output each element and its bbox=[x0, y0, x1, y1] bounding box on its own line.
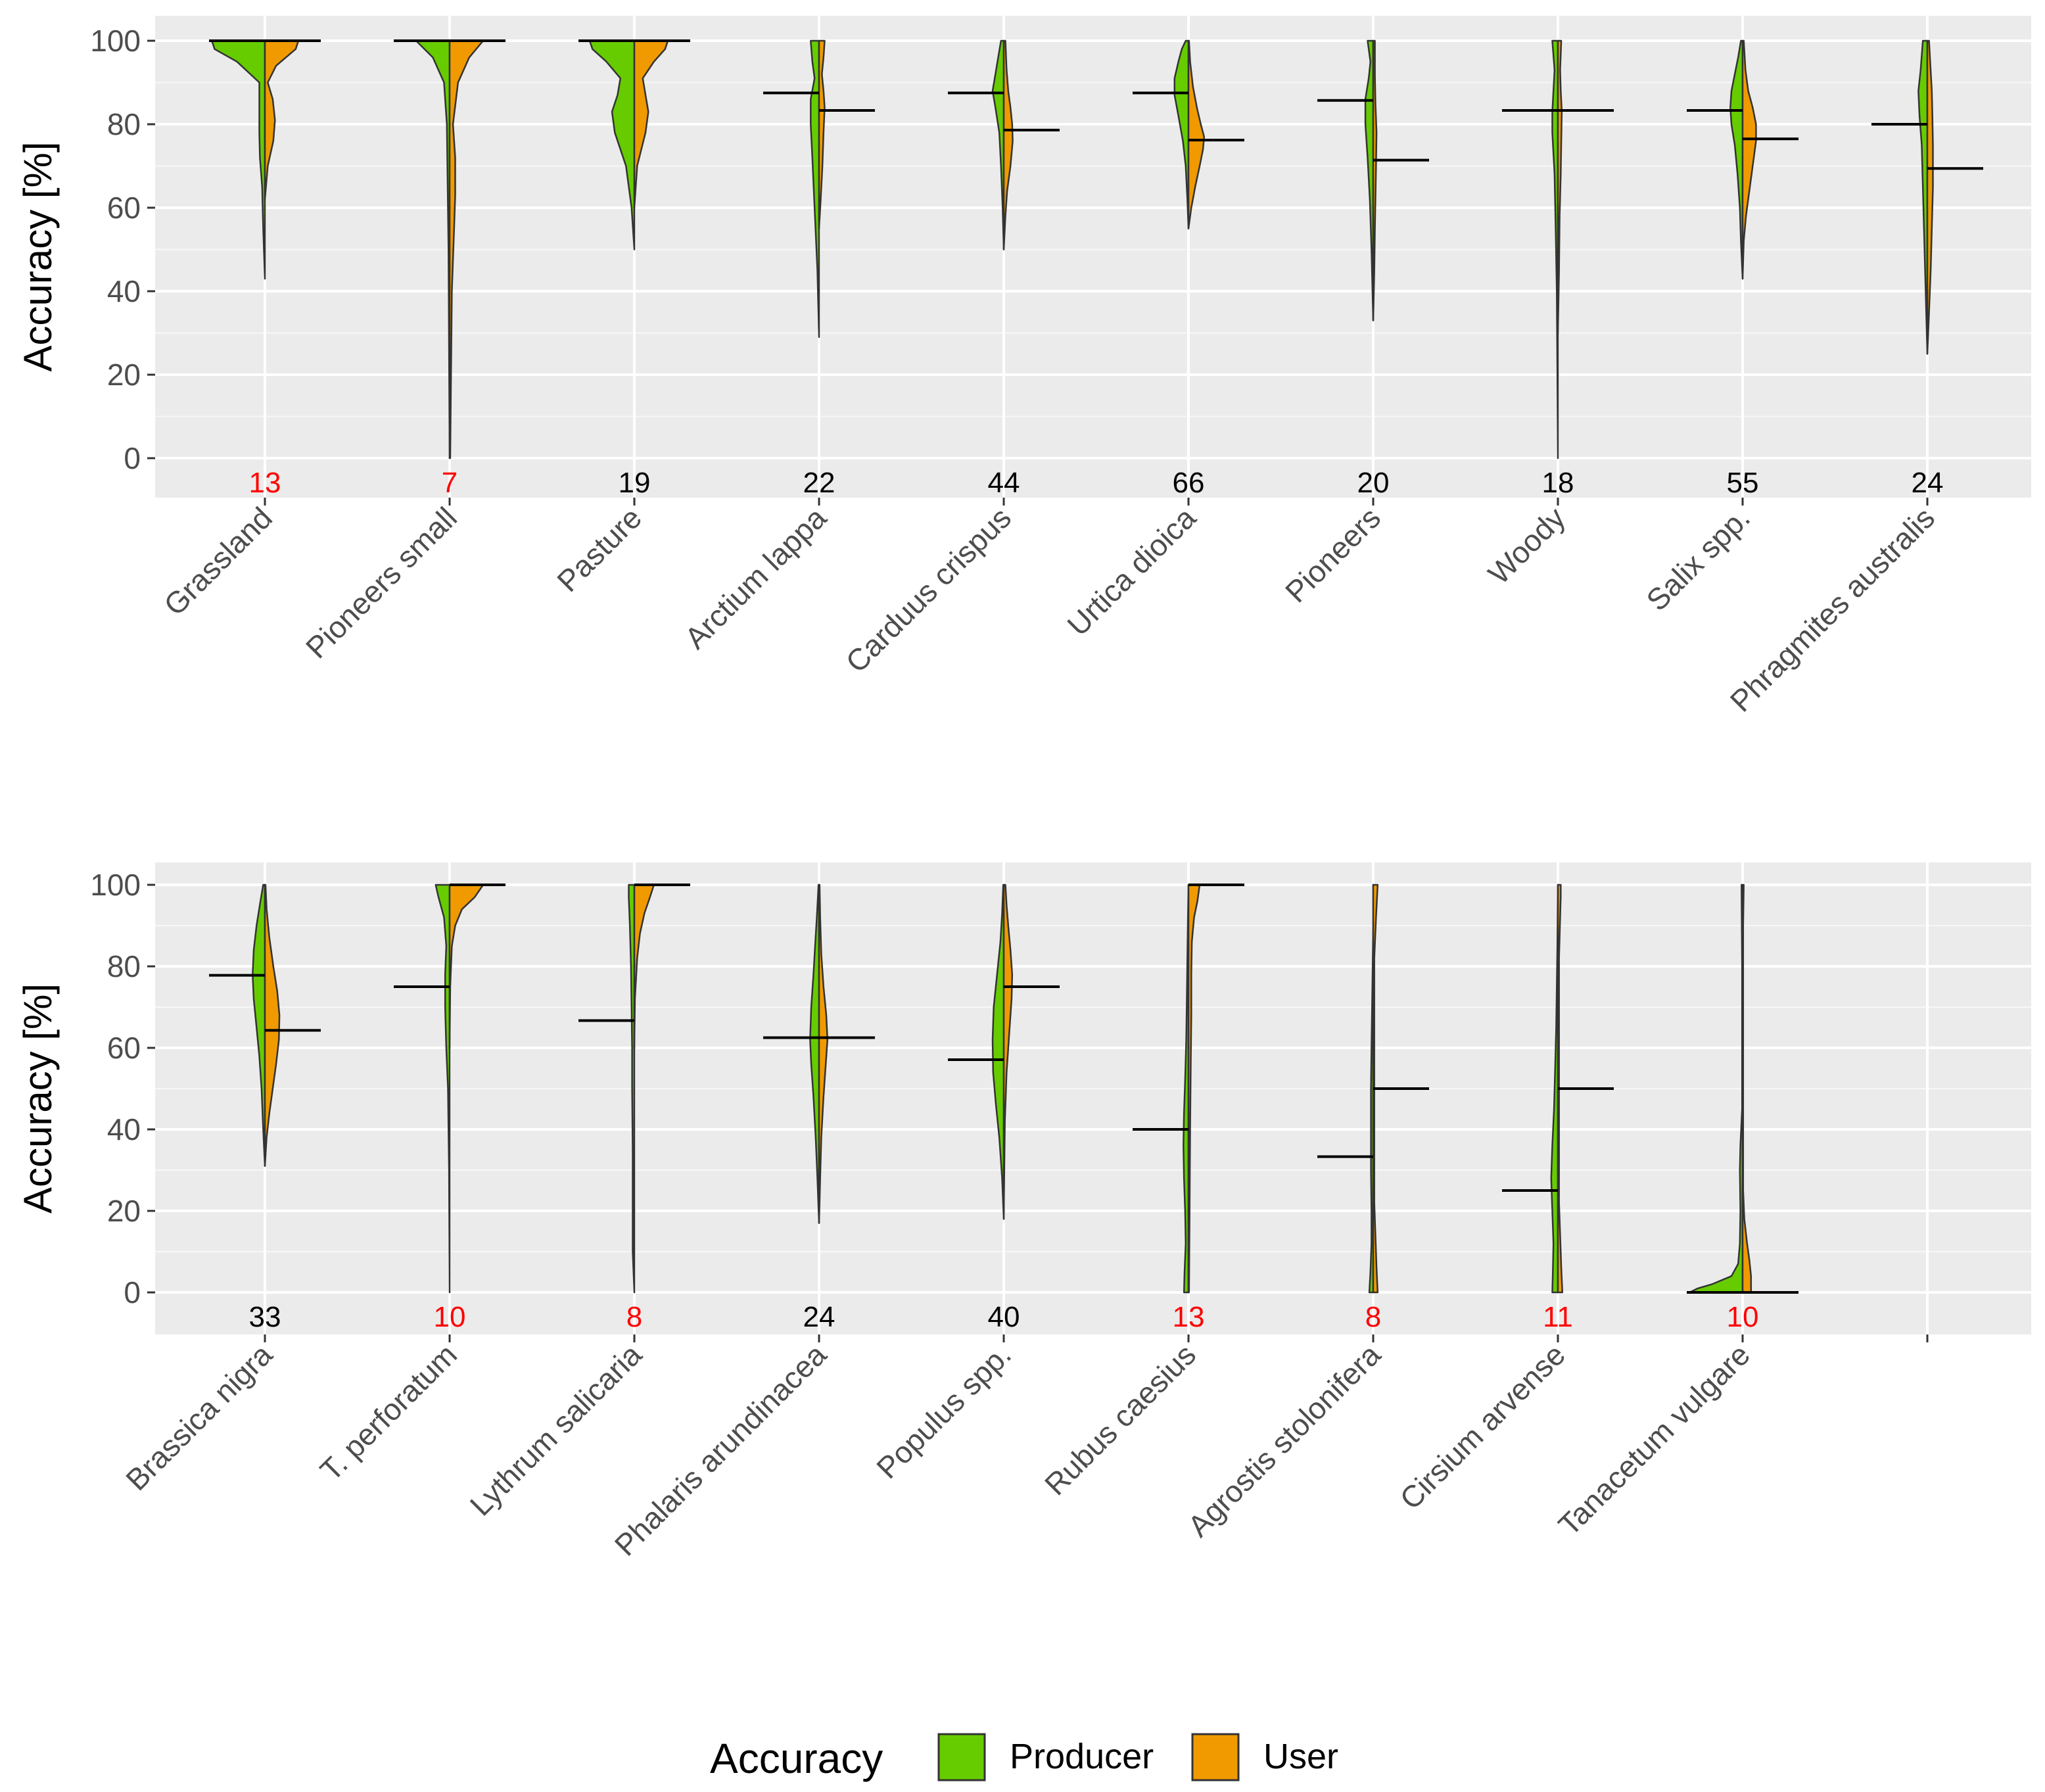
x-category-label: Phalaris arundinacea bbox=[608, 1337, 834, 1563]
x-category-label: Tanacetum vulgare bbox=[1551, 1337, 1756, 1542]
sample-count-label: 19 bbox=[619, 467, 651, 499]
y-tick-label: 100 bbox=[90, 24, 141, 58]
y-tick-label: 60 bbox=[107, 191, 141, 225]
x-category-label: Cirsium arvense bbox=[1393, 1337, 1572, 1516]
x-category-label: Pioneers bbox=[1279, 500, 1387, 609]
x-category-label: Lythrum salicaria bbox=[463, 1337, 649, 1522]
y-tick-label: 80 bbox=[107, 107, 141, 141]
legend: Accuracy Producer User bbox=[710, 1733, 1338, 1782]
x-category-label: Urtica dioica bbox=[1060, 500, 1202, 642]
sample-count-label: 11 bbox=[1543, 1301, 1573, 1333]
sample-count-label: 13 bbox=[249, 467, 281, 499]
sample-count-label: 7 bbox=[442, 467, 458, 499]
violin-user bbox=[1372, 884, 1379, 1294]
violin-producer bbox=[1173, 39, 1190, 230]
violin-producer bbox=[1729, 39, 1744, 280]
violin-producer bbox=[628, 884, 636, 1294]
x-category-label: Woody bbox=[1482, 500, 1572, 590]
violin-user bbox=[264, 884, 281, 1167]
violin-producer bbox=[810, 39, 820, 339]
violin-user bbox=[818, 884, 829, 1224]
sample-count-label: 40 bbox=[988, 1301, 1020, 1333]
x-category-label: Rubus caesius bbox=[1038, 1337, 1202, 1501]
y-tick-label: 0 bbox=[124, 441, 141, 475]
x-category-label: Carduus crispus bbox=[839, 500, 1018, 679]
sample-count-label: 24 bbox=[803, 1301, 835, 1333]
y-tick-label: 80 bbox=[107, 949, 141, 983]
y-tick-label: 0 bbox=[124, 1275, 141, 1309]
x-category-label: Phragmites australis bbox=[1724, 500, 1941, 718]
panel-background bbox=[155, 862, 2031, 1334]
violin-user bbox=[1002, 884, 1014, 1220]
sample-count-label: 55 bbox=[1727, 467, 1759, 499]
y-tick-label: 100 bbox=[90, 868, 141, 902]
x-category-label: Brassica nigra bbox=[119, 1337, 279, 1497]
sample-count-label: 22 bbox=[803, 467, 835, 499]
y-axis-title: Accuracy [%] bbox=[16, 141, 60, 371]
y-tick-label: 20 bbox=[107, 358, 141, 392]
y-axis-title: Accuracy [%] bbox=[16, 983, 60, 1214]
x-category-label: Salix spp. bbox=[1639, 500, 1756, 617]
y-tick-label: 60 bbox=[107, 1031, 141, 1065]
panel-background bbox=[155, 16, 2031, 498]
violin-user bbox=[1372, 39, 1378, 321]
sample-count-label: 18 bbox=[1542, 467, 1574, 499]
x-category-label: Pioneers small bbox=[299, 500, 463, 665]
legend-swatch-producer bbox=[937, 1733, 986, 1781]
sample-count-label: 20 bbox=[1357, 467, 1390, 499]
sample-count-label: 44 bbox=[988, 467, 1020, 499]
sample-count-label: 10 bbox=[1727, 1301, 1759, 1333]
legend-label-producer: Producer bbox=[1010, 1737, 1154, 1776]
sample-count-label: 8 bbox=[1365, 1301, 1381, 1333]
panel-2: 0 20 40 60 80 100 Accuracy [%] 33 Brassica nigra… bbox=[16, 862, 2031, 1563]
x-category-label: Arctium lappa bbox=[678, 500, 833, 655]
violin-user bbox=[1002, 39, 1014, 250]
x-category-label: Agrostis stolonifera bbox=[1181, 1337, 1388, 1544]
legend-label-user: User bbox=[1263, 1737, 1338, 1776]
sample-count-label: 66 bbox=[1173, 467, 1205, 499]
x-category-label: T. perforatum bbox=[314, 1337, 463, 1487]
violin-user bbox=[1741, 39, 1757, 280]
y-tick-label: 40 bbox=[107, 1112, 141, 1146]
violin-user bbox=[1741, 884, 1752, 1294]
violin-user bbox=[1557, 884, 1564, 1294]
x-category-label: Pasture bbox=[550, 500, 648, 598]
violin-producer bbox=[1917, 39, 1929, 355]
legend-swatch-user bbox=[1191, 1733, 1240, 1781]
violin-user bbox=[1926, 39, 1934, 355]
y-tick-label: 40 bbox=[107, 274, 141, 308]
violin-user bbox=[818, 39, 826, 230]
sample-count-label: 13 bbox=[1173, 1301, 1205, 1333]
x-category-label: Populus spp. bbox=[870, 1337, 1018, 1485]
sample-count-label: 24 bbox=[1912, 467, 1944, 499]
sample-count-label: 33 bbox=[249, 1301, 281, 1333]
x-category-label: Grassland bbox=[157, 500, 279, 622]
y-tick-label: 20 bbox=[107, 1194, 141, 1228]
sample-count-label: 8 bbox=[626, 1301, 642, 1333]
violin-user bbox=[1187, 39, 1206, 230]
violin-producer bbox=[1551, 39, 1559, 460]
violin-producer bbox=[1364, 39, 1375, 321]
sample-count-label: 10 bbox=[434, 1301, 466, 1333]
legend-title: Accuracy bbox=[710, 1735, 883, 1782]
